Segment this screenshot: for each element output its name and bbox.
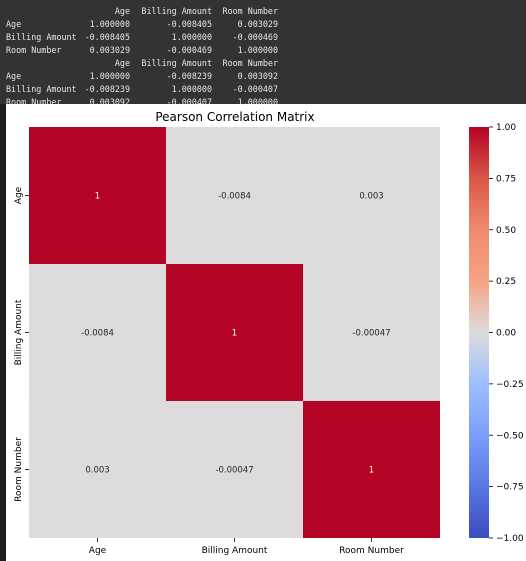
colorbar-tick-label: −0.50	[496, 431, 524, 441]
console-row: Room Number 0.003029 -0.000469 1.000000	[0, 44, 526, 57]
console-value: 0.003092	[89, 97, 130, 107]
heatmap-chart: Pearson Correlation Matrix 1 -0.0084 0.003…	[14, 110, 524, 556]
x-tick-label: Age	[89, 546, 107, 556]
heatmap-cell	[303, 127, 440, 264]
console-value: -0.000469	[166, 45, 212, 55]
console-column-header: Age	[114, 6, 130, 16]
cell-annotation: 0.003	[85, 466, 109, 476]
colorbar-tick-label: 0.00	[496, 329, 516, 339]
console-row-label: Billing Amount	[6, 84, 77, 94]
console-row-label: Billing Amount	[6, 32, 77, 42]
x-tick-label: Room Number	[339, 546, 404, 556]
colorbar-tick-label: 0.75	[496, 174, 516, 184]
heatmap-cell	[303, 401, 440, 538]
console-column-header: Billing Amount	[141, 6, 212, 16]
console-value: 1.000000	[171, 32, 212, 42]
colorbar	[469, 127, 489, 538]
console-column-header: Billing Amount	[141, 58, 212, 68]
y-tick-label: Room Number	[14, 437, 24, 502]
console-value: -0.008405	[84, 32, 130, 42]
console-value: 0.003092	[237, 71, 278, 81]
heatmap-cell	[166, 127, 303, 264]
cell-annotation: 1	[232, 329, 237, 339]
console-value: -0.008239	[84, 84, 130, 94]
heatmap-cell	[166, 401, 303, 538]
console-value: -0.000407	[166, 97, 212, 107]
heatmap-cell	[303, 264, 440, 401]
console-row-label: Room Number	[6, 45, 62, 55]
cell-annotation: 1	[369, 466, 374, 476]
console-row: Billing Amount -0.008239 1.000000 -0.000407	[0, 83, 526, 96]
console-row-label: Age	[6, 71, 22, 81]
console-value: 0.003029	[89, 45, 130, 55]
console-value: 1.000000	[171, 84, 212, 94]
console-value: 1.000000	[89, 71, 130, 81]
heatmap-cell	[29, 401, 166, 538]
console-column-header: Room Number	[222, 6, 278, 16]
console-row: Billing Amount -0.008405 1.000000 -0.000469	[0, 31, 526, 44]
console-row: Age 1.000000 -0.008405 0.003029	[0, 18, 526, 31]
y-tick-label: Billing Amount	[14, 299, 24, 365]
heatmap-cell	[29, 127, 166, 264]
console-row-label: Room Number	[6, 97, 62, 107]
colorbar-tick-label: 0.25	[496, 277, 516, 287]
console-value: -0.008405	[166, 19, 212, 29]
cell-annotation: -0.0084	[218, 192, 251, 202]
heatmap-figure: Pearson Correlation Matrix 1 -0.0084 0.003…	[6, 104, 526, 561]
console-value: 1.000000	[237, 45, 278, 55]
chart-title: Pearson Correlation Matrix	[155, 110, 314, 124]
console-output: Age Billing Amount Room Number Age 1.000000 -…	[0, 0, 526, 107]
colorbar-tick-label: −1.00	[496, 534, 524, 544]
cell-annotation: 0.003	[359, 192, 383, 202]
console-row: Room Number 0.003092 -0.000407 1.000000	[0, 96, 526, 109]
colorbar-tick-label: −0.75	[496, 483, 524, 493]
console-value: 0.003029	[237, 19, 278, 29]
cell-annotation: 1	[95, 192, 100, 202]
console-header-line: Age Billing Amount Room Number	[0, 5, 526, 18]
console-column-header: Room Number	[222, 58, 278, 68]
colorbar-tick-label: −0.25	[496, 380, 524, 390]
cell-annotation: -0.00047	[352, 329, 390, 339]
console-value: -0.008239	[166, 71, 212, 81]
x-tick-label: Billing Amount	[202, 546, 268, 556]
colorbar-tick-label: 0.50	[496, 226, 516, 236]
console-value: 1.000000	[237, 97, 278, 107]
console-row: Age 1.000000 -0.008239 0.003092	[0, 70, 526, 83]
console-value: 1.000000	[89, 19, 130, 29]
console-value: -0.000407	[232, 84, 278, 94]
heatmap-cell	[29, 264, 166, 401]
console-column-header: Age	[114, 58, 130, 68]
heatmap-cell	[166, 264, 303, 401]
console-header-line: Age Billing Amount Room Number	[0, 57, 526, 70]
cell-annotation: -0.0084	[81, 329, 114, 339]
console-value: -0.000469	[232, 32, 278, 42]
cell-annotation: -0.00047	[215, 466, 253, 476]
colorbar-tick-label: 1.00	[496, 123, 516, 133]
console-row-label: Age	[6, 19, 22, 29]
y-tick-label: Age	[14, 186, 24, 204]
